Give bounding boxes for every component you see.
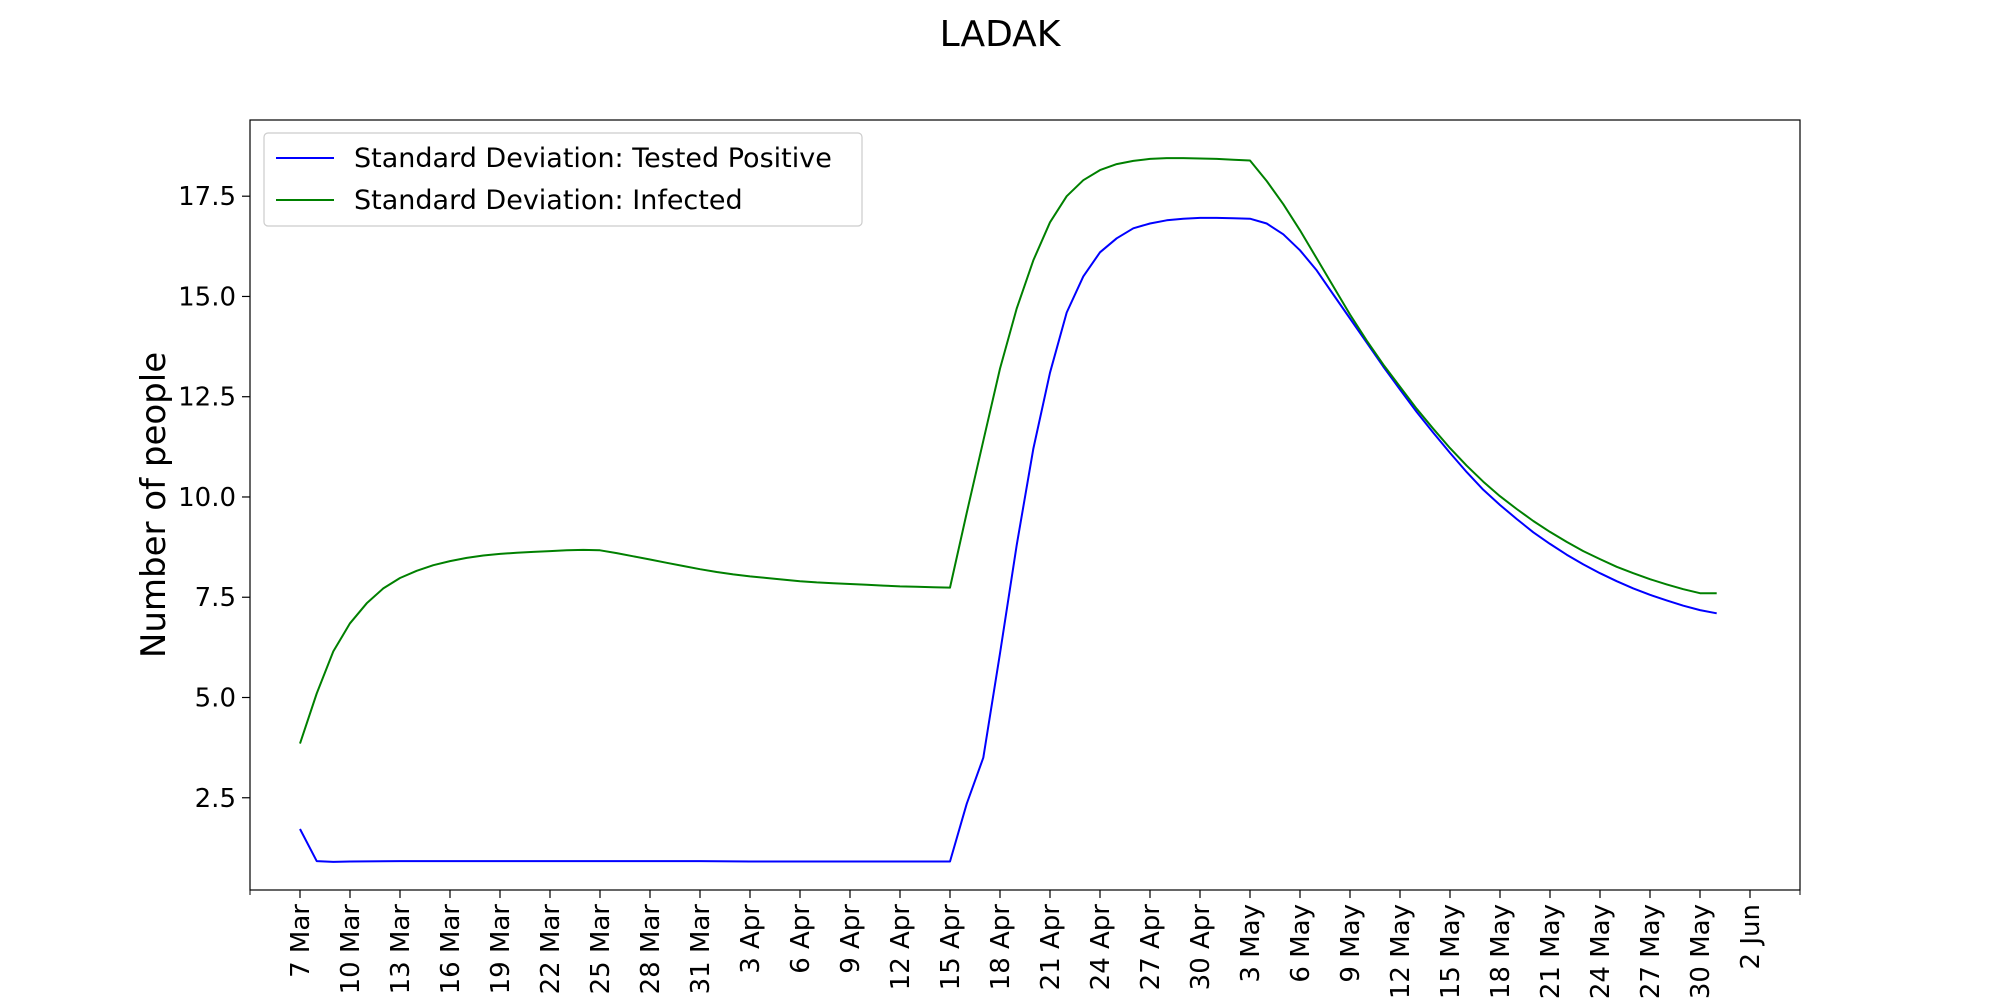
legend-label-1: Standard Deviation: Tested Positive (354, 143, 832, 174)
plot-frame (249, 119, 1801, 891)
x-tick-label: 15 May (1436, 904, 1466, 999)
x-tick-label: 21 May (1536, 904, 1566, 999)
series-layer (299, 157, 1717, 863)
x-tick-label: 15 Apr (936, 904, 966, 991)
x-tick-label: 3 Apr (736, 904, 766, 974)
y-tick-label: 15.0 (178, 282, 236, 312)
x-tick-label: 25 Mar (586, 904, 616, 995)
legend-label-2: Standard Deviation: Infected (354, 185, 743, 216)
y-tick-label: 7.5 (195, 583, 236, 613)
x-tick-label: 27 May (1636, 904, 1666, 999)
x-tick-label: 3 May (1236, 904, 1266, 983)
y-tick-label: 12.5 (178, 383, 236, 413)
legend-box (263, 132, 863, 227)
x-tick-label: 2 Jun (1736, 904, 1766, 969)
x-tick-label: 30 Apr (1186, 904, 1216, 991)
x-tick-label: 21 Apr (1036, 904, 1066, 991)
y-tick-label: 2.5 (195, 784, 236, 814)
x-tick-label: 31 Mar (686, 904, 716, 995)
x-axis: 7 Mar 10 Mar 13 Mar 16 Mar 19 Mar 22 Mar 25 Ma… (249, 890, 1801, 999)
x-tick-label: 6 May (1286, 904, 1316, 983)
x-tick-label: 16 Mar (436, 904, 466, 995)
series-line-1 (299, 216, 1717, 863)
y-tick-label: 17.5 (178, 182, 236, 212)
x-tick-label: 28 Mar (636, 904, 666, 995)
x-tick-label: 19 Mar (486, 904, 516, 995)
x-tick-label: 6 Apr (786, 904, 816, 974)
x-tick-label: 22 Mar (536, 904, 566, 995)
series-line-2 (299, 157, 1717, 744)
x-tick-label: 10 Mar (336, 904, 366, 995)
x-tick-label: 24 May (1586, 904, 1616, 999)
y-axis: 2.5 5.0 7.5 10.0 12.5 15.0 17.5 (178, 182, 250, 814)
y-tick-label: 5.0 (195, 684, 236, 714)
x-tick-label: 30 May (1686, 904, 1716, 999)
x-tick-label: 18 Apr (986, 904, 1016, 991)
x-tick-label: 24 Apr (1086, 904, 1116, 991)
x-tick-label: 27 Apr (1136, 904, 1166, 991)
x-tick-label: 9 May (1336, 904, 1366, 983)
x-tick-label: 12 Apr (886, 904, 916, 991)
x-tick-label: 18 May (1486, 904, 1516, 999)
x-tick-label: 13 Mar (386, 904, 416, 995)
y-tick-label: 10.0 (178, 483, 236, 513)
x-tick-label: 12 May (1386, 904, 1416, 999)
x-tick-label: 9 Apr (836, 904, 866, 974)
legend: Standard Deviation: Tested Positive Stand… (263, 132, 863, 227)
x-tick-label: 7 Mar (286, 904, 316, 978)
chart-title: LADAK (940, 14, 1062, 55)
y-axis-label: Number of people (134, 352, 174, 658)
